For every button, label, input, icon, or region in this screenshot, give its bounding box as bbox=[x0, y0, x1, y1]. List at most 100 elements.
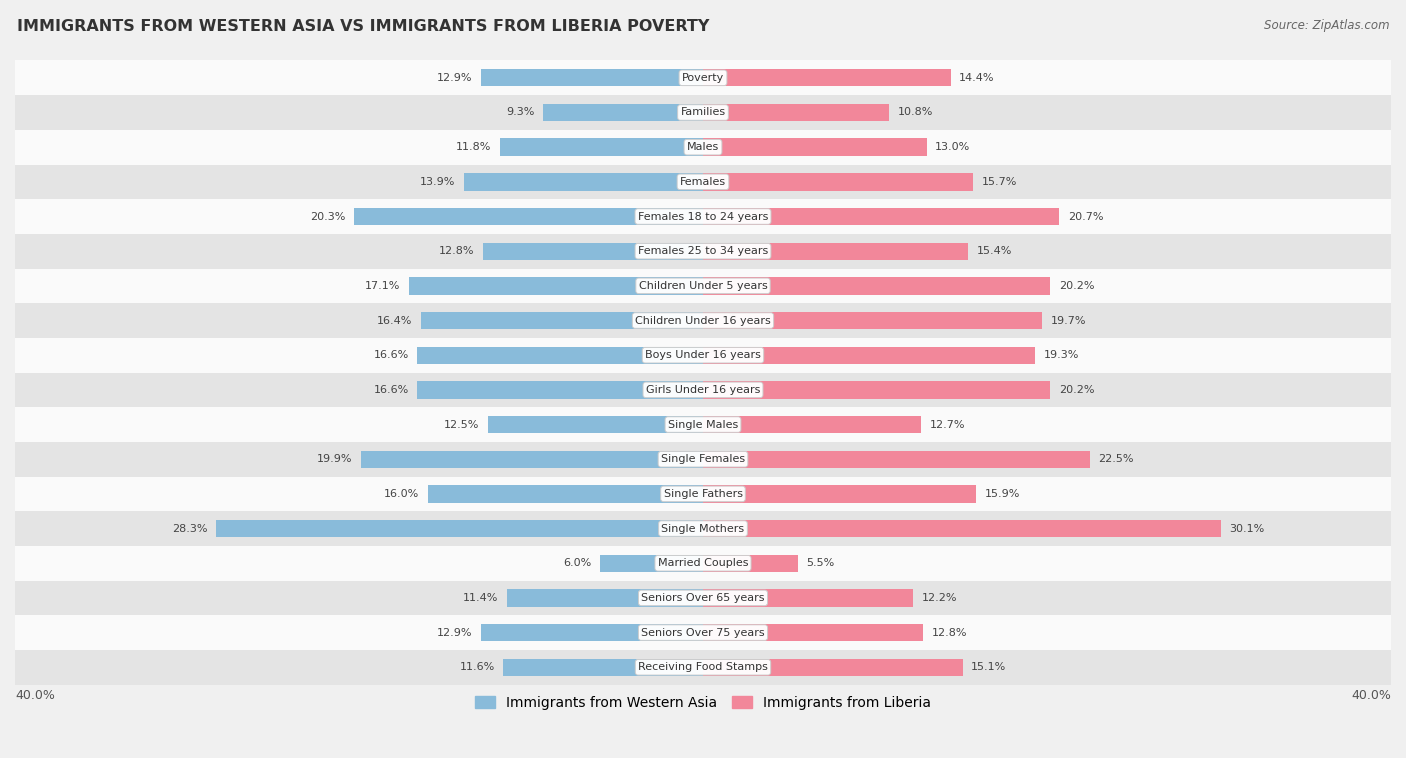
FancyBboxPatch shape bbox=[15, 407, 1391, 442]
Text: 12.7%: 12.7% bbox=[929, 419, 966, 430]
Text: 15.7%: 15.7% bbox=[981, 177, 1017, 186]
Text: 19.3%: 19.3% bbox=[1043, 350, 1078, 360]
Bar bbox=[703, 485, 977, 503]
Bar bbox=[409, 277, 703, 295]
Text: Poverty: Poverty bbox=[682, 73, 724, 83]
Bar bbox=[481, 624, 703, 641]
Text: Girls Under 16 years: Girls Under 16 years bbox=[645, 385, 761, 395]
Text: 12.2%: 12.2% bbox=[921, 593, 957, 603]
Bar bbox=[703, 243, 967, 260]
Text: 14.4%: 14.4% bbox=[959, 73, 995, 83]
Text: 28.3%: 28.3% bbox=[172, 524, 208, 534]
Text: 19.9%: 19.9% bbox=[316, 454, 352, 464]
Text: 15.9%: 15.9% bbox=[986, 489, 1021, 499]
Text: Seniors Over 75 years: Seniors Over 75 years bbox=[641, 628, 765, 637]
FancyBboxPatch shape bbox=[15, 61, 1391, 96]
Bar bbox=[703, 277, 1050, 295]
FancyBboxPatch shape bbox=[15, 199, 1391, 234]
Bar bbox=[703, 139, 927, 156]
Text: 12.9%: 12.9% bbox=[437, 73, 472, 83]
Text: Married Couples: Married Couples bbox=[658, 558, 748, 568]
FancyBboxPatch shape bbox=[15, 511, 1391, 546]
FancyBboxPatch shape bbox=[15, 268, 1391, 303]
Legend: Immigrants from Western Asia, Immigrants from Liberia: Immigrants from Western Asia, Immigrants… bbox=[470, 690, 936, 715]
Bar bbox=[501, 139, 703, 156]
Text: 19.7%: 19.7% bbox=[1050, 315, 1085, 325]
Text: 9.3%: 9.3% bbox=[506, 108, 534, 117]
Bar bbox=[703, 208, 1059, 225]
Text: Families: Families bbox=[681, 108, 725, 117]
FancyBboxPatch shape bbox=[15, 615, 1391, 650]
Bar bbox=[703, 555, 797, 572]
Text: 22.5%: 22.5% bbox=[1098, 454, 1135, 464]
Bar bbox=[703, 381, 1050, 399]
Text: 12.8%: 12.8% bbox=[439, 246, 474, 256]
Text: 10.8%: 10.8% bbox=[897, 108, 932, 117]
Text: 40.0%: 40.0% bbox=[15, 689, 55, 702]
Text: 12.8%: 12.8% bbox=[932, 628, 967, 637]
Bar bbox=[703, 659, 963, 676]
Text: 15.1%: 15.1% bbox=[972, 662, 1007, 672]
Bar bbox=[703, 69, 950, 86]
Bar bbox=[418, 381, 703, 399]
Text: 16.6%: 16.6% bbox=[374, 385, 409, 395]
Text: 20.2%: 20.2% bbox=[1059, 385, 1094, 395]
Bar bbox=[543, 104, 703, 121]
Text: Single Females: Single Females bbox=[661, 454, 745, 464]
Bar bbox=[427, 485, 703, 503]
Text: Single Fathers: Single Fathers bbox=[664, 489, 742, 499]
Text: IMMIGRANTS FROM WESTERN ASIA VS IMMIGRANTS FROM LIBERIA POVERTY: IMMIGRANTS FROM WESTERN ASIA VS IMMIGRAN… bbox=[17, 19, 709, 34]
Text: 5.5%: 5.5% bbox=[806, 558, 834, 568]
Bar bbox=[703, 312, 1042, 329]
Bar bbox=[703, 589, 912, 606]
Bar bbox=[420, 312, 703, 329]
Text: 17.1%: 17.1% bbox=[366, 281, 401, 291]
Text: 15.4%: 15.4% bbox=[977, 246, 1012, 256]
Bar bbox=[481, 69, 703, 86]
Bar bbox=[361, 450, 703, 468]
Text: Males: Males bbox=[688, 143, 718, 152]
Text: Females 25 to 34 years: Females 25 to 34 years bbox=[638, 246, 768, 256]
Text: 11.8%: 11.8% bbox=[456, 143, 492, 152]
Text: 12.5%: 12.5% bbox=[444, 419, 479, 430]
Text: 16.0%: 16.0% bbox=[384, 489, 419, 499]
Text: Single Mothers: Single Mothers bbox=[661, 524, 745, 534]
Text: 16.4%: 16.4% bbox=[377, 315, 412, 325]
Text: Females 18 to 24 years: Females 18 to 24 years bbox=[638, 211, 768, 221]
Text: 20.7%: 20.7% bbox=[1067, 211, 1104, 221]
FancyBboxPatch shape bbox=[15, 650, 1391, 684]
Text: 20.2%: 20.2% bbox=[1059, 281, 1094, 291]
Bar bbox=[508, 589, 703, 606]
Text: 6.0%: 6.0% bbox=[562, 558, 591, 568]
FancyBboxPatch shape bbox=[15, 96, 1391, 130]
Text: Source: ZipAtlas.com: Source: ZipAtlas.com bbox=[1264, 19, 1389, 32]
Text: Boys Under 16 years: Boys Under 16 years bbox=[645, 350, 761, 360]
Bar bbox=[503, 659, 703, 676]
Bar bbox=[703, 346, 1035, 364]
Text: Children Under 16 years: Children Under 16 years bbox=[636, 315, 770, 325]
Text: 11.4%: 11.4% bbox=[463, 593, 498, 603]
Bar bbox=[217, 520, 703, 537]
Bar bbox=[703, 624, 924, 641]
Bar bbox=[703, 416, 921, 434]
Text: Females: Females bbox=[681, 177, 725, 186]
Bar bbox=[354, 208, 703, 225]
Text: Seniors Over 65 years: Seniors Over 65 years bbox=[641, 593, 765, 603]
Text: Single Males: Single Males bbox=[668, 419, 738, 430]
Text: 13.0%: 13.0% bbox=[935, 143, 970, 152]
Bar bbox=[600, 555, 703, 572]
FancyBboxPatch shape bbox=[15, 581, 1391, 615]
Bar bbox=[488, 416, 703, 434]
FancyBboxPatch shape bbox=[15, 442, 1391, 477]
Bar bbox=[703, 173, 973, 190]
Text: Children Under 5 years: Children Under 5 years bbox=[638, 281, 768, 291]
FancyBboxPatch shape bbox=[15, 303, 1391, 338]
Bar bbox=[418, 346, 703, 364]
Text: 30.1%: 30.1% bbox=[1229, 524, 1264, 534]
Bar bbox=[703, 520, 1220, 537]
Bar bbox=[464, 173, 703, 190]
FancyBboxPatch shape bbox=[15, 546, 1391, 581]
Text: 16.6%: 16.6% bbox=[374, 350, 409, 360]
FancyBboxPatch shape bbox=[15, 338, 1391, 372]
FancyBboxPatch shape bbox=[15, 234, 1391, 268]
